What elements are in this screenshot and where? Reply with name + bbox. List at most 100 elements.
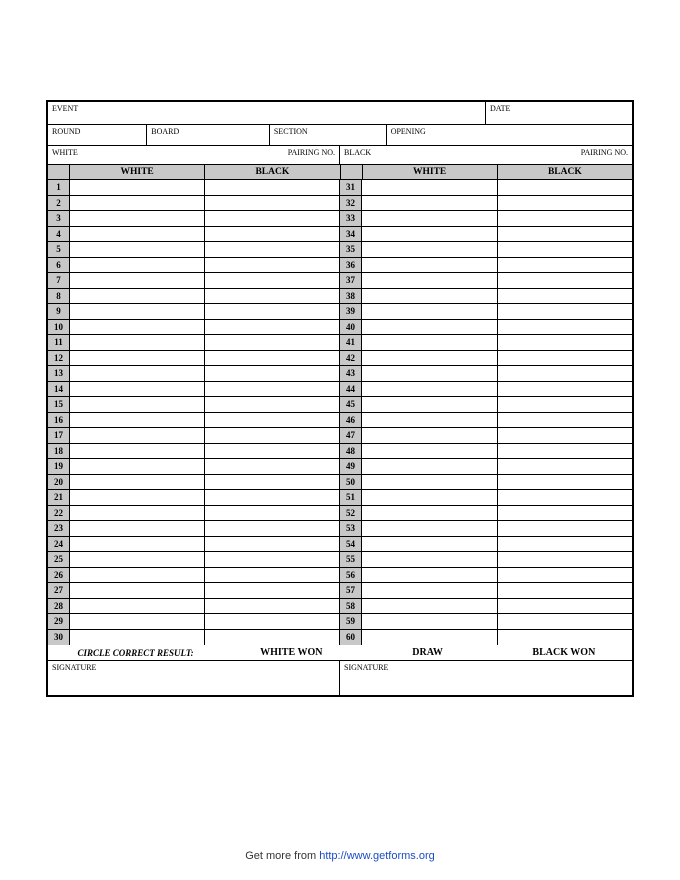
move-row: 56 (340, 568, 632, 584)
white-move-cell (362, 335, 498, 350)
black-move-cell (205, 351, 339, 366)
move-row: 26 (48, 568, 339, 584)
white-move-cell (362, 196, 498, 211)
white-move-cell (362, 552, 498, 567)
move-number: 55 (340, 552, 362, 567)
white-move-cell (70, 475, 205, 490)
black-move-cell (205, 273, 339, 288)
black-move-cell (205, 242, 339, 257)
black-move-cell (205, 428, 339, 443)
move-number: 32 (340, 196, 362, 211)
white-move-cell (362, 211, 498, 226)
white-move-cell (362, 180, 498, 195)
white-move-cell (70, 211, 205, 226)
move-row: 28 (48, 599, 339, 615)
move-row: 38 (340, 289, 632, 305)
white-move-cell (362, 320, 498, 335)
white-move-cell (70, 537, 205, 552)
move-row: 24 (48, 537, 339, 553)
white-move-cell (362, 506, 498, 521)
move-number: 44 (340, 382, 362, 397)
white-move-cell (70, 227, 205, 242)
black-move-cell (205, 335, 339, 350)
black-move-cell (205, 475, 339, 490)
move-number: 42 (340, 351, 362, 366)
black-move-cell (205, 599, 339, 614)
white-move-cell (70, 552, 205, 567)
move-number: 33 (340, 211, 362, 226)
move-row: 11 (48, 335, 339, 351)
move-row: 39 (340, 304, 632, 320)
black-move-cell (205, 630, 339, 646)
black-move-cell (205, 366, 339, 381)
result-draw: DRAW (359, 646, 495, 659)
move-number: 37 (340, 273, 362, 288)
white-move-cell (362, 242, 498, 257)
move-number: 16 (48, 413, 70, 428)
white-move-cell (70, 599, 205, 614)
move-number: 1 (48, 180, 70, 195)
move-row: 51 (340, 490, 632, 506)
footer-link[interactable]: http://www.getforms.org (319, 850, 435, 862)
white-move-cell (362, 568, 498, 583)
move-row: 22 (48, 506, 339, 522)
move-number: 52 (340, 506, 362, 521)
white-move-cell (70, 289, 205, 304)
move-number: 22 (48, 506, 70, 521)
black-move-cell (205, 211, 339, 226)
move-number: 27 (48, 583, 70, 598)
white-move-cell (70, 583, 205, 598)
move-number: 2 (48, 196, 70, 211)
move-number: 46 (340, 413, 362, 428)
move-number: 4 (48, 227, 70, 242)
white-pairing-label: PAIRING NO. (288, 148, 335, 162)
signature-row: SIGNATURE SIGNATURE (48, 661, 632, 695)
black-move-cell (205, 382, 339, 397)
white-move-cell (70, 351, 205, 366)
black-move-cell (498, 258, 633, 273)
move-number: 31 (340, 180, 362, 195)
white-move-cell (362, 459, 498, 474)
white-move-cell (362, 382, 498, 397)
white-move-cell (70, 413, 205, 428)
black-move-cell (498, 211, 633, 226)
move-number: 60 (340, 630, 362, 646)
move-num-header-left (48, 165, 70, 179)
white-move-cell (362, 258, 498, 273)
move-number: 7 (48, 273, 70, 288)
move-row: 43 (340, 366, 632, 382)
move-row: 45 (340, 397, 632, 413)
move-row: 59 (340, 614, 632, 630)
move-row: 55 (340, 552, 632, 568)
white-move-cell (362, 475, 498, 490)
move-row: 60 (340, 630, 632, 646)
move-number: 59 (340, 614, 362, 629)
white-player-cell: WHITE PAIRING NO. (48, 146, 340, 164)
white-move-cell (70, 273, 205, 288)
white-move-cell (70, 568, 205, 583)
move-number: 35 (340, 242, 362, 257)
move-number: 49 (340, 459, 362, 474)
black-move-cell (498, 444, 633, 459)
white-move-cell (70, 180, 205, 195)
black-move-cell (498, 583, 633, 598)
header-row-meta: ROUND BOARD SECTION OPENING (48, 125, 632, 146)
move-number: 36 (340, 258, 362, 273)
move-row: 31 (340, 180, 632, 196)
move-row: 21 (48, 490, 339, 506)
black-col-header-left: BLACK (205, 165, 340, 179)
white-move-cell (362, 614, 498, 629)
black-move-cell (498, 397, 633, 412)
black-move-cell (205, 552, 339, 567)
move-number: 10 (48, 320, 70, 335)
black-move-cell (205, 289, 339, 304)
black-move-cell (498, 273, 633, 288)
move-row: 58 (340, 599, 632, 615)
move-number: 26 (48, 568, 70, 583)
white-move-cell (70, 320, 205, 335)
move-row: 23 (48, 521, 339, 537)
move-number: 19 (48, 459, 70, 474)
move-row: 16 (48, 413, 339, 429)
move-row: 48 (340, 444, 632, 460)
move-row: 37 (340, 273, 632, 289)
